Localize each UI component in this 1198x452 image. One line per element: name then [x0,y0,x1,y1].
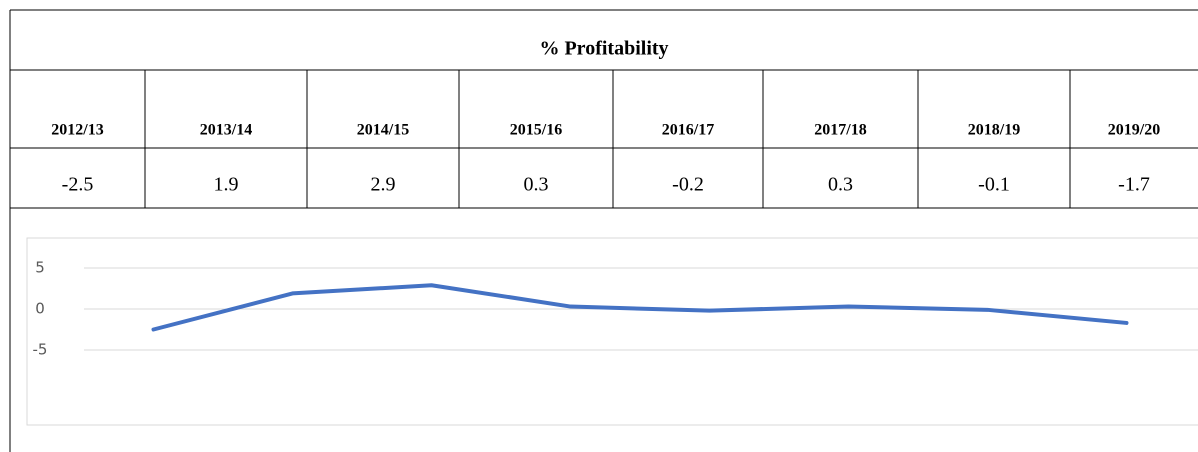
cell-value: 2.9 [371,174,396,196]
column-header: 2013/14 [200,122,252,139]
column-header: 2014/15 [357,122,409,139]
column-header: 2017/18 [814,122,866,139]
cell-value: -2.5 [62,174,94,196]
cell-value: 0.3 [828,174,853,196]
column-header: 2019/20 [1108,122,1160,139]
y-tick-label: 5 [35,259,45,277]
table-borders [9,9,1198,452]
chart-frame [26,237,1198,426]
cell-value: 0.3 [524,174,549,196]
data-line [151,283,1129,332]
cell-value: -1.7 [1118,174,1150,196]
column-header: 2018/19 [968,122,1020,139]
y-tick-label: 0 [35,300,45,318]
column-header: 2015/16 [510,122,562,139]
cell-value: -0.2 [672,174,704,196]
y-tick-label: -5 [33,341,48,359]
cell-value: -0.1 [978,174,1010,196]
column-header: 2012/13 [51,122,103,139]
column-header: 2016/17 [662,122,714,139]
table-title: % Profitability [539,38,668,60]
cell-value: 1.9 [214,174,239,196]
